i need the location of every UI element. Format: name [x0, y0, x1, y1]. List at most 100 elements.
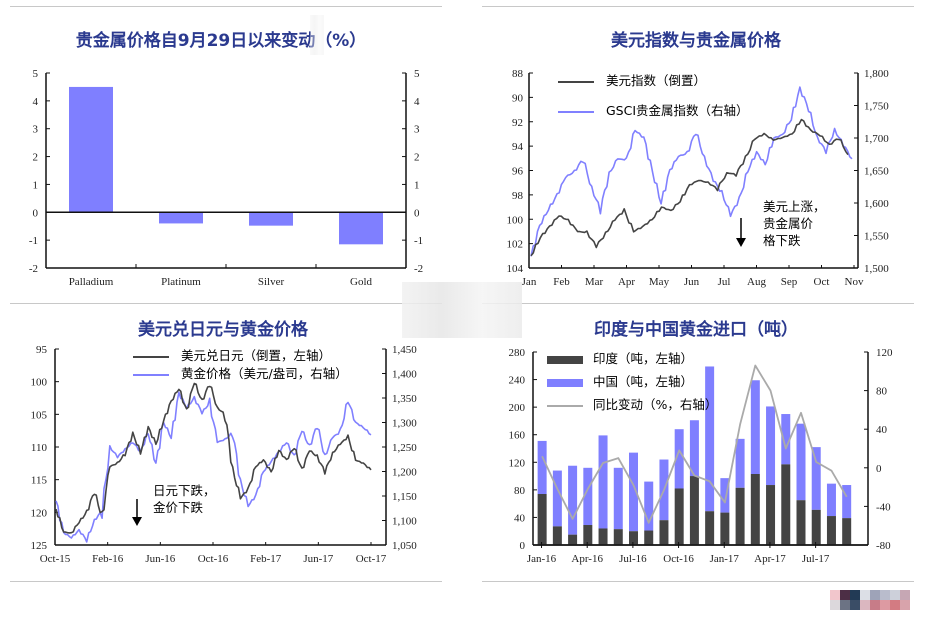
chart3: 95 100 105 110 115 120 125 1,450 1,400 1,350 1,300…: [31, 344, 418, 565]
gsci-line: [530, 86, 853, 257]
bar-china: [826, 483, 836, 517]
svg-text:120: 120: [509, 457, 526, 469]
bar-india: [811, 509, 821, 545]
bar-india: [629, 531, 638, 545]
down-arrow-icon: [736, 238, 746, 247]
y-tick-right: 1: [414, 179, 420, 191]
bar-india: [826, 516, 836, 545]
svg-text:98: 98: [512, 190, 524, 202]
bar-india: [568, 534, 578, 545]
usdjpy-line: [55, 382, 372, 534]
svg-text:88: 88: [512, 68, 524, 80]
svg-text:Apr-17: Apr-17: [754, 553, 786, 565]
y-tick-left: -1: [29, 235, 38, 247]
svg-text:Apr-16: Apr-16: [571, 553, 603, 565]
bar-china: [781, 414, 791, 465]
bar-silver: [249, 212, 293, 226]
y-tick-right: -1: [414, 235, 423, 247]
svg-text:May: May: [649, 276, 670, 288]
bar-china: [750, 380, 760, 475]
y-tick-right: -2: [414, 263, 423, 275]
bar-india: [766, 485, 776, 545]
y-tick-left: 5: [33, 68, 39, 80]
svg-text:Jun-17: Jun-17: [303, 553, 333, 565]
svg-text:1,450: 1,450: [392, 344, 417, 356]
svg-text:Jul: Jul: [718, 276, 731, 288]
svg-text:Jul-16: Jul-16: [619, 553, 647, 565]
svg-text:Oct: Oct: [814, 276, 830, 288]
svg-text:Oct-16: Oct-16: [663, 553, 694, 565]
legend-item-usdjpy: 美元兑日元（倒置，左轴）: [133, 345, 331, 364]
bottom-divider-left: [10, 581, 442, 582]
svg-text:40: 40: [514, 512, 526, 524]
svg-text:96: 96: [512, 166, 524, 178]
bar-india: [689, 476, 699, 545]
bar-india: [796, 500, 806, 545]
svg-text:-80: -80: [876, 540, 891, 552]
legend-item-yoy: 同比变动（%，右轴）: [547, 394, 717, 413]
svg-text:Sep: Sep: [781, 276, 798, 288]
bar-china: [583, 467, 593, 526]
y-tick-right: 2: [414, 152, 420, 164]
x-tick: Silver: [258, 276, 285, 288]
svg-text:1,500: 1,500: [864, 263, 889, 275]
y-tick-right: 0: [414, 207, 420, 219]
svg-text:120: 120: [876, 347, 893, 359]
y-tick-left: 2: [33, 152, 39, 164]
legend-item-gsci: GSCI贵金属指数（右轴）: [558, 100, 749, 119]
bar-china: [842, 485, 852, 519]
chart2-title: 美元指数与贵金属价格: [611, 31, 781, 51]
svg-text:1,800: 1,800: [864, 68, 889, 80]
svg-text:1,200: 1,200: [392, 467, 417, 479]
usd-index-line: [530, 118, 849, 257]
y-tick-left: 4: [33, 96, 39, 108]
legend-swatch-dark-line: [558, 80, 594, 83]
bar-india: [583, 525, 593, 545]
svg-text:1,350: 1,350: [392, 393, 417, 405]
svg-text:125: 125: [31, 540, 48, 552]
svg-text:40: 40: [876, 424, 888, 436]
legend-swatch-gray-line: [547, 404, 583, 407]
svg-text:160: 160: [509, 430, 526, 442]
y-tick-right: 5: [414, 68, 420, 80]
bar-india: [720, 512, 730, 545]
svg-text:Jan-16: Jan-16: [527, 553, 557, 565]
y-tick-left: 1: [33, 179, 39, 191]
svg-text:104: 104: [507, 263, 524, 275]
bar-china: [552, 470, 562, 527]
bar-india: [659, 520, 669, 545]
bar-china: [613, 467, 623, 530]
svg-text:1,750: 1,750: [864, 101, 889, 113]
y-tick-left: -2: [29, 263, 38, 275]
svg-text:115: 115: [31, 475, 48, 487]
svg-text:80: 80: [514, 485, 526, 497]
bar-india: [537, 493, 547, 545]
bar-china: [796, 423, 806, 501]
svg-text:Oct-16: Oct-16: [198, 553, 229, 565]
svg-text:100: 100: [507, 214, 524, 226]
svg-text:1,400: 1,400: [392, 369, 417, 381]
svg-text:120: 120: [31, 507, 48, 519]
bar-india: [552, 526, 562, 545]
svg-text:90: 90: [512, 92, 524, 104]
bar-china: [705, 366, 715, 512]
legend-swatch-dark-line: [133, 355, 169, 358]
legend-swatch-blue-line: [558, 110, 594, 113]
svg-text:80: 80: [876, 386, 888, 398]
bar-china: [537, 440, 547, 494]
down-arrow-icon: [132, 517, 142, 526]
chart2: 88 90 92 94 96 98 100 102 104 1,800 1,750 1,700 1,65…: [507, 68, 890, 288]
svg-text:1,250: 1,250: [392, 442, 417, 454]
mid-divider-left: [10, 303, 442, 304]
svg-text:Jan: Jan: [522, 276, 537, 288]
bar-india: [781, 464, 791, 545]
svg-text:94: 94: [512, 141, 524, 153]
mid-divider-right: [482, 303, 914, 304]
bar-china: [674, 429, 684, 489]
chart4: 280 240 200 160 120 80 40 0 120 80 40 0 -40 -80 Jan-16…: [509, 347, 894, 565]
corner-logo-watermark: [830, 590, 910, 610]
y-tick-left: 0: [33, 207, 39, 219]
svg-text:Aug: Aug: [747, 276, 766, 288]
svg-text:110: 110: [31, 442, 48, 454]
